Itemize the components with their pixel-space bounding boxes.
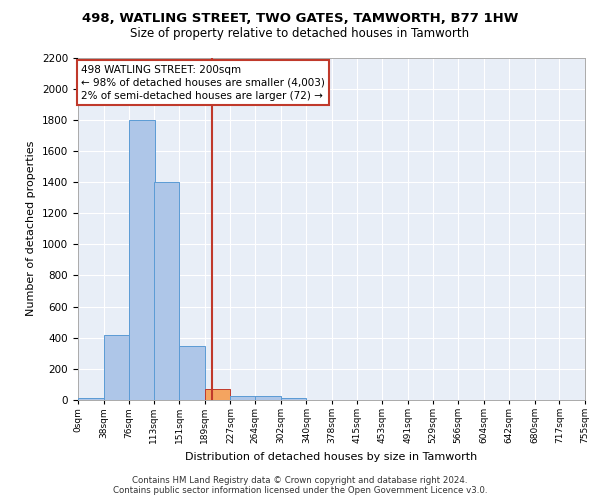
- Text: Contains public sector information licensed under the Open Government Licence v3: Contains public sector information licen…: [113, 486, 487, 495]
- Text: Contains HM Land Registry data © Crown copyright and database right 2024.: Contains HM Land Registry data © Crown c…: [132, 476, 468, 485]
- Bar: [255, 396, 281, 400]
- Bar: [205, 389, 230, 400]
- Text: 498 WATLING STREET: 200sqm
← 98% of detached houses are smaller (4,003)
2% of se: 498 WATLING STREET: 200sqm ← 98% of deta…: [82, 64, 325, 101]
- Bar: [129, 120, 155, 400]
- Bar: [78, 398, 104, 400]
- Bar: [179, 346, 205, 400]
- X-axis label: Distribution of detached houses by size in Tamworth: Distribution of detached houses by size …: [185, 452, 478, 462]
- Text: 498, WATLING STREET, TWO GATES, TAMWORTH, B77 1HW: 498, WATLING STREET, TWO GATES, TAMWORTH…: [82, 12, 518, 26]
- Text: Size of property relative to detached houses in Tamworth: Size of property relative to detached ho…: [130, 28, 470, 40]
- Bar: [154, 182, 179, 400]
- Bar: [230, 396, 256, 400]
- Y-axis label: Number of detached properties: Number of detached properties: [26, 141, 37, 316]
- Bar: [281, 398, 307, 400]
- Bar: [104, 334, 129, 400]
